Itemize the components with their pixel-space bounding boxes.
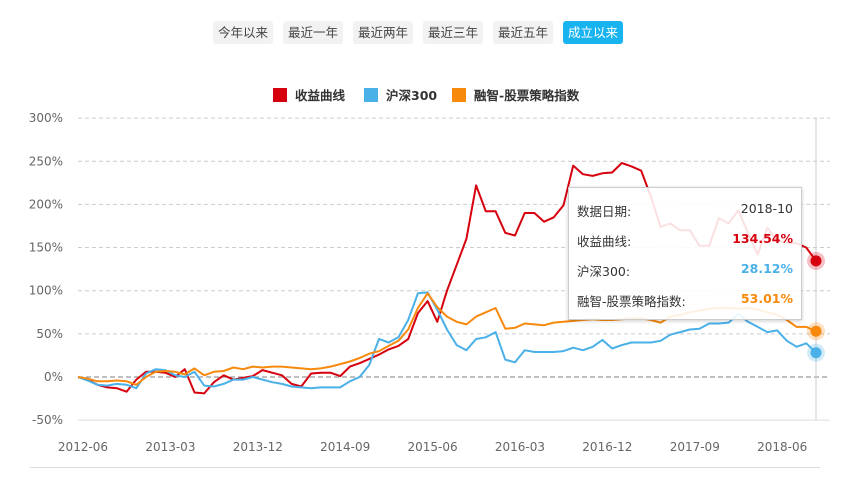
legend-label: 沪深300 — [386, 88, 438, 103]
x-tick-label: 2016-03 — [495, 440, 545, 454]
range-button-ytd[interactable]: 今年以来 — [213, 21, 273, 44]
tooltip-date-label: 数据日期: — [577, 204, 632, 219]
x-tick-label: 2013-12 — [233, 440, 283, 454]
y-tick-label: 150% — [29, 241, 63, 255]
legend-label: 融智-股票策略指数 — [474, 88, 580, 103]
y-tick-label: 200% — [29, 197, 63, 211]
tooltip-label: 沪深300: — [577, 264, 631, 279]
bottom-divider — [30, 467, 820, 468]
tooltip-value: 28.12% — [740, 261, 793, 276]
y-tick-label: 100% — [29, 284, 63, 298]
tooltip-row-return: 收益曲线: 134.54% — [577, 231, 793, 250]
tooltip-date-row: 数据日期: 2018-10 — [577, 201, 793, 220]
legend-item-strategy-index[interactable]: 融智-股票策略指数 — [452, 85, 579, 104]
y-tick-label: 250% — [29, 154, 63, 168]
y-tick-label: 0% — [44, 370, 63, 384]
legend-swatch — [364, 87, 378, 102]
range-button-inception[interactable]: 成立以来 — [563, 21, 623, 44]
tooltip-label: 融智-股票策略指数: — [577, 294, 686, 309]
y-tick-label: 300% — [29, 111, 63, 125]
y-tick-label: 50% — [36, 327, 63, 341]
legend-label: 收益曲线 — [295, 88, 346, 103]
range-button-3y[interactable]: 最近三年 — [423, 21, 483, 44]
tooltip-date-value: 2018-10 — [740, 201, 793, 216]
range-button-5y[interactable]: 最近五年 — [493, 21, 553, 44]
hover-point — [810, 347, 822, 359]
x-tick-label: 2014-09 — [320, 440, 370, 454]
range-button-2y[interactable]: 最近两年 — [353, 21, 413, 44]
series-line-1 — [77, 291, 817, 390]
x-tick-label: 2016-12 — [582, 440, 632, 454]
tooltip-value: 53.01% — [740, 291, 793, 306]
legend-swatch — [452, 87, 466, 102]
tooltip-value: 134.54% — [732, 231, 793, 246]
tooltip-row-strategy-index: 融智-股票策略指数: 53.01% — [577, 291, 793, 310]
x-tick-label: 2012-06 — [58, 440, 108, 454]
x-tick-label: 2017-09 — [670, 440, 720, 454]
tooltip: 数据日期: 2018-10 收益曲线: 134.54% 沪深300: 28.12… — [568, 187, 802, 320]
x-tick-label: 2015-06 — [408, 440, 458, 454]
tooltip-row-csi300: 沪深300: 28.12% — [577, 261, 793, 280]
legend-item-return-curve[interactable]: 收益曲线 — [273, 85, 345, 104]
x-tick-label: 2018-06 — [757, 440, 807, 454]
tooltip-label: 收益曲线: — [577, 234, 632, 249]
legend-item-csi300[interactable]: 沪深300 — [364, 85, 437, 104]
legend-swatch — [273, 87, 287, 102]
range-button-1y[interactable]: 最近一年 — [283, 21, 343, 44]
hover-point — [810, 325, 822, 337]
hover-point — [810, 255, 822, 267]
y-tick-label: -50% — [32, 413, 63, 427]
x-tick-label: 2013-03 — [145, 440, 195, 454]
